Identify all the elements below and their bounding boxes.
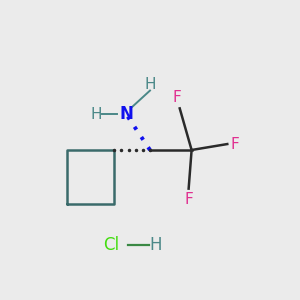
Text: F: F	[172, 90, 181, 105]
Text: H: H	[144, 77, 156, 92]
Text: F: F	[230, 136, 239, 152]
Text: Cl: Cl	[103, 236, 119, 254]
Text: N: N	[119, 105, 133, 123]
Text: H: H	[91, 107, 102, 122]
Text: F: F	[184, 192, 193, 207]
Text: H: H	[150, 236, 162, 254]
